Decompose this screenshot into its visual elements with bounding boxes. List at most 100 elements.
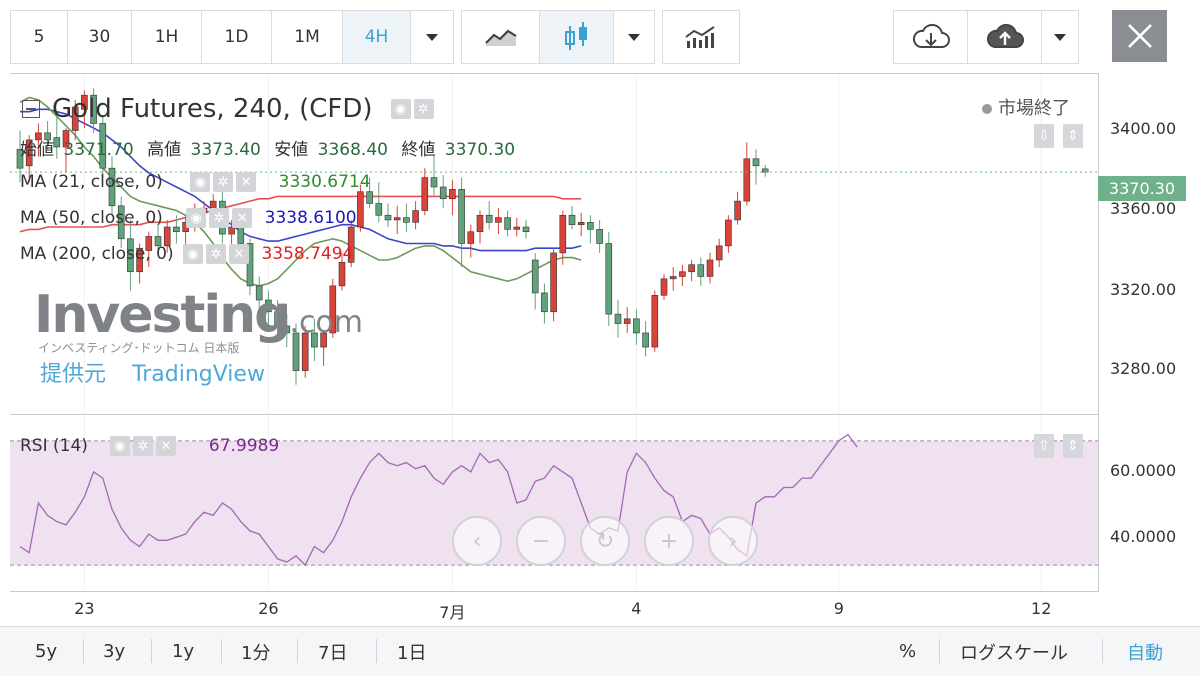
eye-icon[interactable]: ◉ — [390, 99, 411, 119]
open-value: 3371.70 — [63, 140, 134, 160]
candle-body — [255, 285, 263, 301]
candle-body — [476, 214, 484, 233]
candle-body — [127, 238, 134, 273]
ohlc-row: 始値 3371.70 高値 3373.40 安値 3368.40 終値 3370… — [20, 135, 515, 160]
candle-body — [550, 252, 557, 313]
cloud-download-button[interactable] — [894, 11, 968, 63]
interval-dropdown-button[interactable] — [411, 11, 453, 63]
symbol-title: Gold Futures, 240, (CFD) — [52, 94, 373, 124]
chart-type-dropdown-button[interactable] — [614, 11, 654, 63]
candle-body — [430, 177, 438, 188]
minus-icon: − — [531, 528, 551, 554]
ma200-label: MA (200, close, 0) — [20, 244, 174, 264]
market-status: 市場終了 — [982, 94, 1070, 120]
cloud-dropdown-button[interactable] — [1042, 11, 1078, 63]
range-1d[interactable]: 1日 — [397, 642, 427, 664]
candle-body — [706, 259, 714, 277]
indicators-icon — [685, 26, 715, 48]
gear-icon[interactable]: ✲ — [209, 208, 230, 228]
ma21-value: 3330.6714 — [278, 172, 371, 192]
candlestick-button[interactable] — [540, 11, 614, 63]
candle-body — [320, 332, 327, 348]
auto-scale-toggle[interactable]: 自動 — [1127, 642, 1163, 664]
gear-icon[interactable]: ✲ — [206, 244, 227, 264]
range-3y[interactable]: 3y — [103, 641, 126, 662]
remove-icon[interactable]: ✕ — [232, 208, 253, 228]
candle-body — [375, 203, 383, 216]
price-axis-label: 3320.00 — [1110, 280, 1177, 299]
eye-icon[interactable]: ◉ — [183, 244, 204, 264]
collapse-icon[interactable] — [22, 100, 40, 118]
interval-4h[interactable]: 4H — [343, 11, 411, 63]
chart-type-group — [461, 10, 655, 64]
candle-body — [752, 158, 760, 167]
log-scale-toggle[interactable]: ログスケール — [960, 642, 1068, 664]
scroll-right-button[interactable]: › — [708, 516, 758, 566]
chevron-down-icon — [1054, 33, 1066, 41]
remove-icon[interactable]: ✕ — [236, 172, 257, 192]
eye-icon[interactable]: ◉ — [190, 172, 211, 192]
low-value: 3368.40 — [317, 140, 388, 160]
interval-5[interactable]: 5 — [11, 11, 68, 63]
ma50-label: MA (50, close, 0) — [20, 208, 163, 228]
cloud-upload-button[interactable] — [968, 11, 1042, 63]
line-chart-icon — [484, 29, 517, 46]
candle-body — [35, 132, 42, 141]
range-1y[interactable]: 1y — [172, 641, 195, 662]
candle-body — [90, 94, 97, 124]
symbol-title-row: Gold Futures, 240, (CFD) ◉ ✲ — [22, 94, 437, 124]
candle-body — [274, 311, 281, 327]
interval-1h[interactable]: 1H — [132, 11, 202, 63]
zoom-out-button[interactable]: − — [516, 516, 566, 566]
candle-body — [173, 226, 180, 233]
interval-1m[interactable]: 1M — [272, 11, 343, 63]
indicators-button[interactable] — [663, 11, 739, 63]
pane-up-icon[interactable]: ⇧ — [1034, 434, 1054, 458]
pane-move-icon[interactable]: ⇕ — [1063, 434, 1083, 458]
percent-toggle[interactable]: % — [899, 641, 917, 662]
scroll-down-icon[interactable]: ⇩ — [1034, 124, 1054, 148]
divider — [151, 639, 152, 663]
close-button[interactable] — [1112, 10, 1167, 62]
remove-icon[interactable]: ✕ — [155, 436, 176, 456]
gear-icon[interactable]: ✲ — [213, 172, 234, 192]
candle-body — [99, 123, 107, 169]
candle-body — [715, 245, 723, 261]
price-axis-label: 3360.00 — [1110, 199, 1177, 218]
candle-body — [311, 332, 318, 348]
time-axis-label: 23 — [74, 599, 95, 618]
range-5y[interactable]: 5y — [35, 641, 58, 662]
candle-body — [338, 262, 346, 287]
interval-1d[interactable]: 1D — [202, 11, 272, 63]
frame-top — [10, 73, 1099, 74]
gear-icon[interactable]: ✲ — [132, 436, 153, 456]
watermark-subtitle: インベスティング･ドットコム 日本版 — [38, 341, 240, 355]
scroll-up-down-icon[interactable]: ⇕ — [1063, 124, 1083, 148]
scroll-left-button[interactable]: ‹ — [452, 516, 502, 566]
remove-icon[interactable]: ✕ — [229, 244, 250, 264]
candle-body — [513, 226, 521, 230]
chart-toolbar: 5 30 1H 1D 1M 4H — [0, 0, 1200, 72]
ma200-value: 3358.7494 — [261, 244, 354, 264]
rsi-value: 67.9989 — [208, 436, 280, 456]
provider-link[interactable]: TradingView — [132, 362, 265, 387]
range-7d[interactable]: 7日 — [318, 642, 348, 664]
zoom-in-button[interactable]: + — [644, 516, 694, 566]
candle-body — [439, 186, 447, 200]
open-label: 始値 — [20, 140, 54, 160]
candle-body — [357, 191, 364, 228]
candle-body — [495, 217, 502, 223]
eye-icon[interactable]: ◉ — [109, 436, 130, 456]
range-1min[interactable]: 1分 — [241, 642, 271, 664]
candle-body — [237, 226, 245, 244]
interval-30[interactable]: 30 — [68, 11, 132, 63]
line-chart-button[interactable] — [462, 11, 540, 63]
time-axis-label: 9 — [833, 599, 844, 618]
reset-button[interactable]: ↻ — [580, 516, 630, 566]
candle-body — [688, 264, 695, 273]
gear-icon[interactable]: ✲ — [413, 99, 434, 119]
candle-body — [145, 236, 153, 251]
eye-icon[interactable]: ◉ — [186, 208, 207, 228]
ma200-layer — [19, 195, 582, 233]
candle-body — [292, 332, 300, 371]
